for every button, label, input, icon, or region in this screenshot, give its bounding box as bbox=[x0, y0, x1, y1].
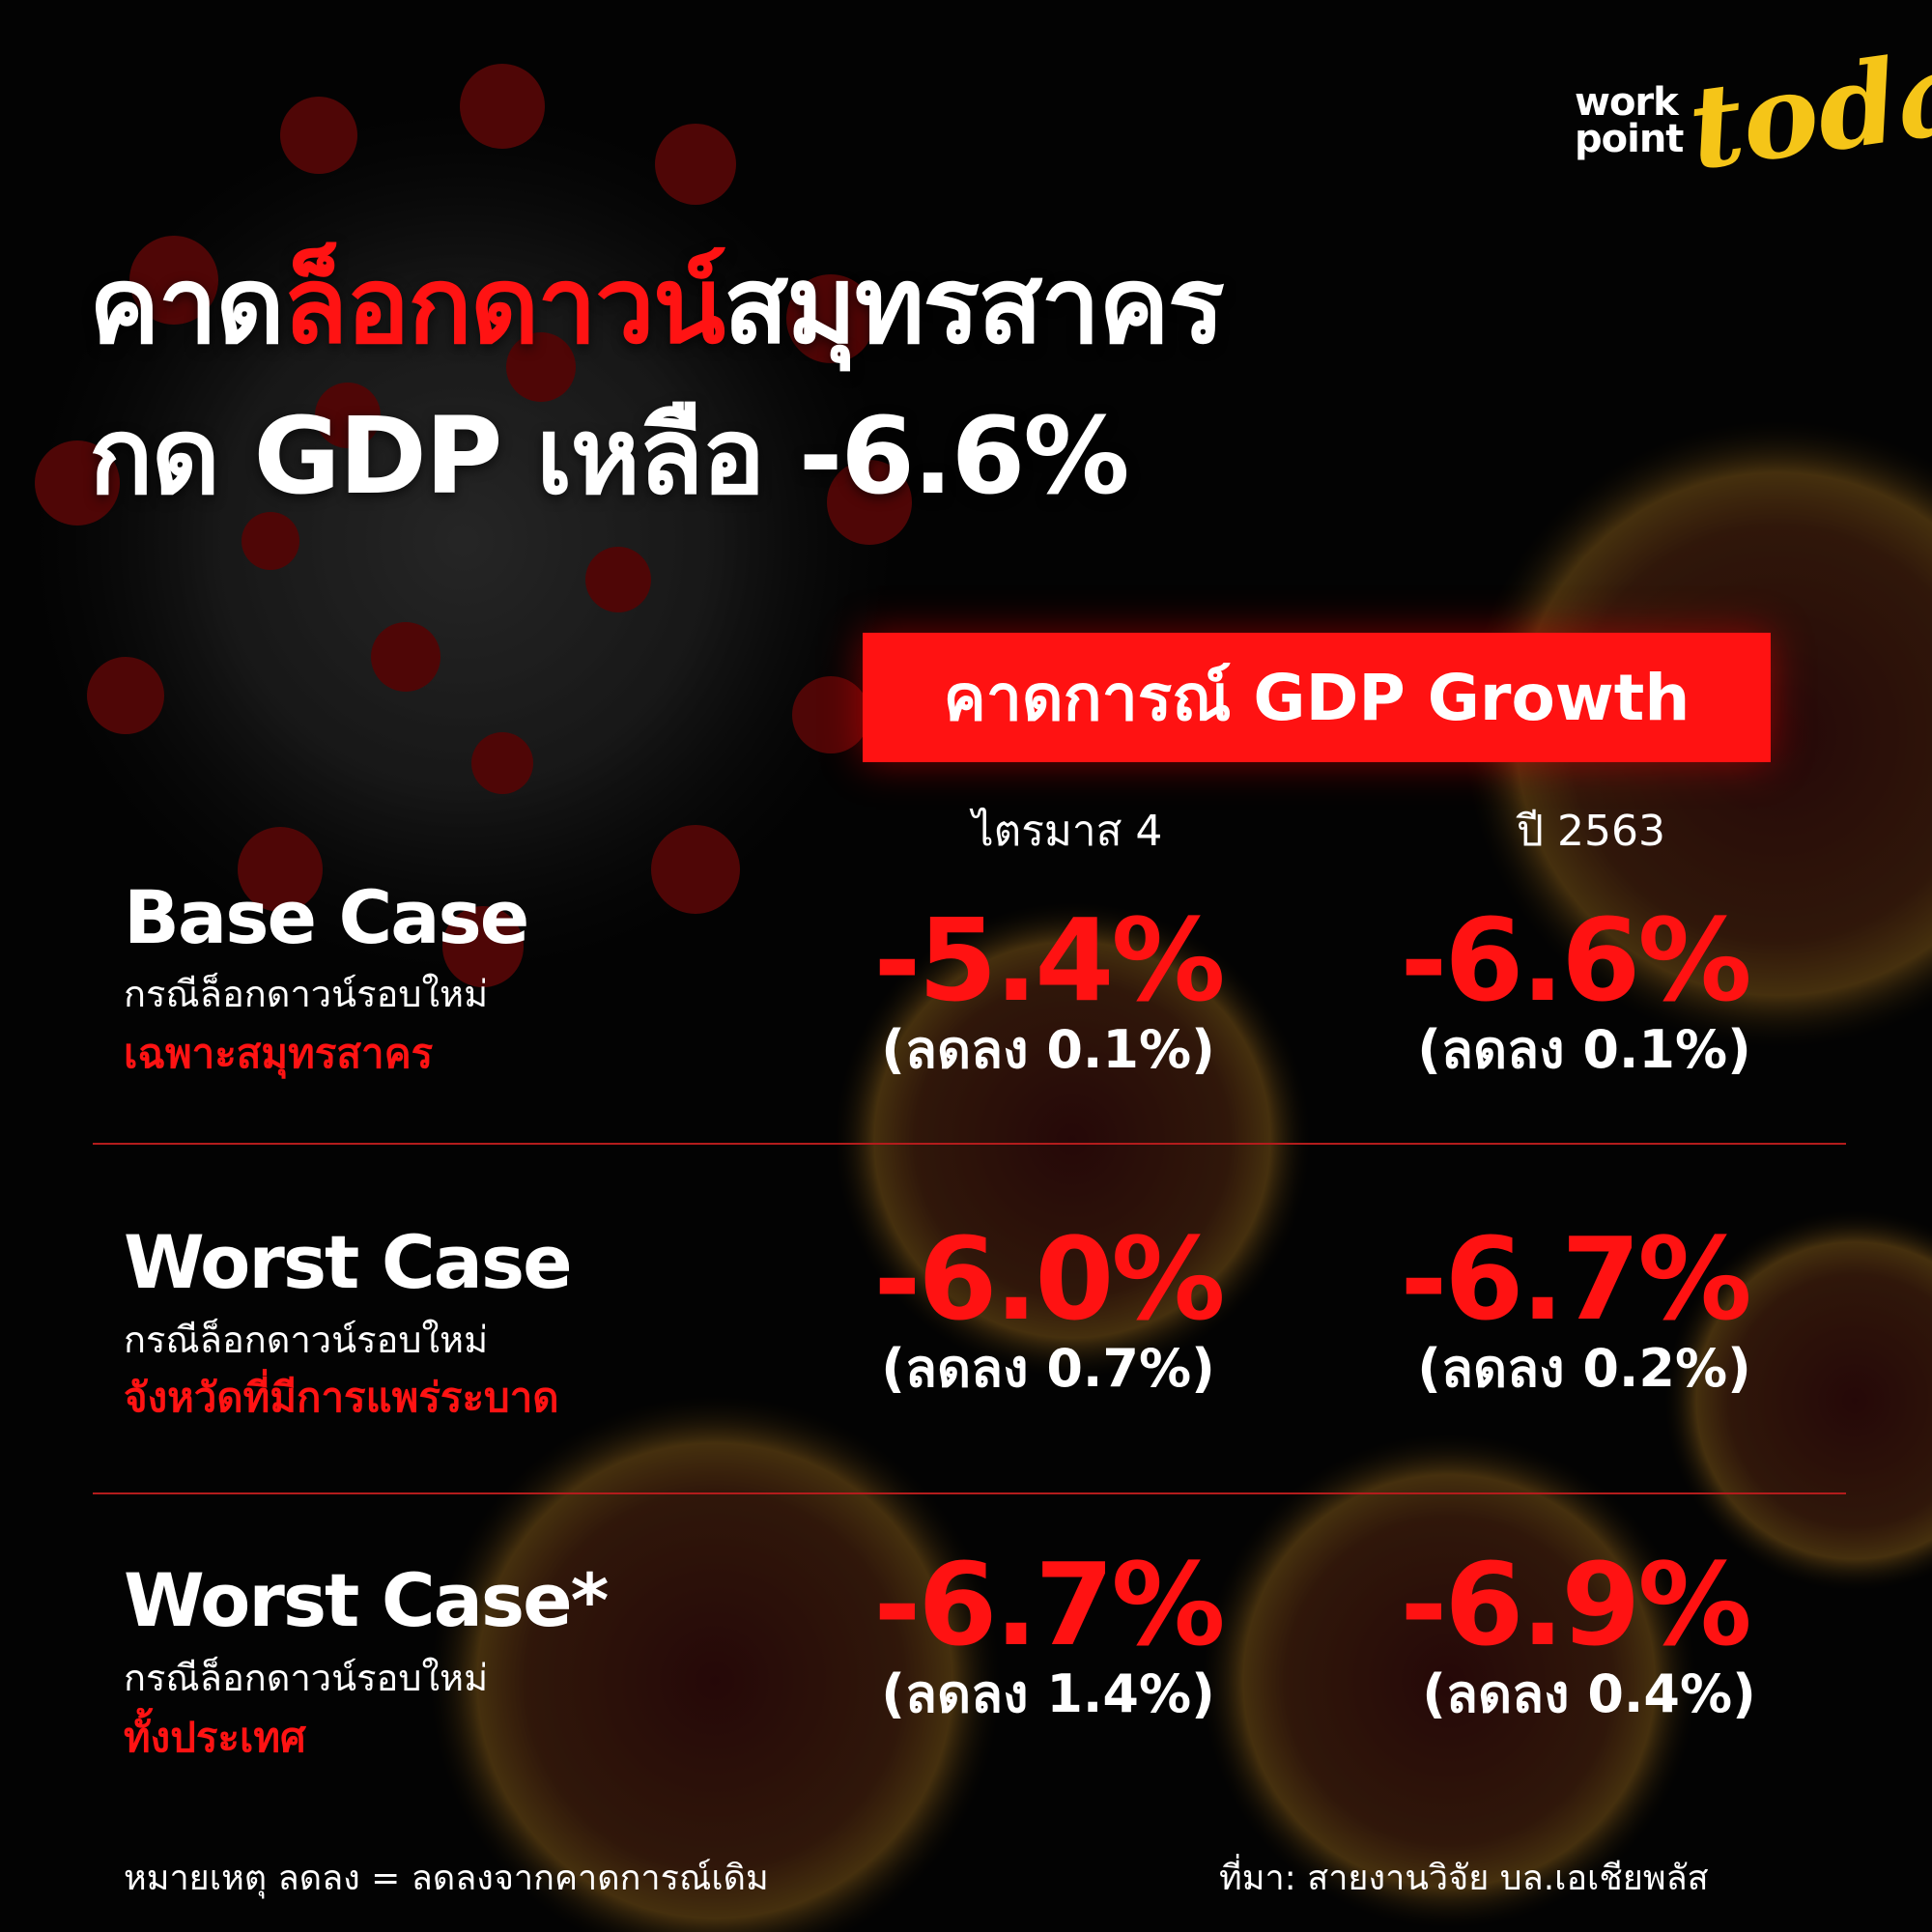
case-name-worst-nationwide: Worst Case* bbox=[124, 1557, 609, 1643]
gdp-forecast-label: คาดการณ์ GDP Growth bbox=[943, 660, 1690, 735]
case-subtitle-worst-nationwide: กรณีล็อกดาวน์รอบใหม่ bbox=[124, 1657, 489, 1699]
footer-source: ที่มา: สายงานวิจัย บล.เอเชียพลัส bbox=[1219, 1859, 1709, 1898]
row-divider-1 bbox=[93, 1143, 1846, 1145]
headline-part-3: สมุทรสาคร bbox=[724, 243, 1225, 367]
case-subtitle-base: กรณีล็อกดาวน์รอบใหม่ bbox=[124, 973, 489, 1015]
column-header-q4: ไตรมาส 4 bbox=[972, 807, 1163, 856]
year-change-worst-nationwide: (ลดลง 0.4%) bbox=[1422, 1663, 1756, 1724]
logo-work-text: work bbox=[1575, 80, 1679, 125]
q4-change-worst: (ลดลง 0.7%) bbox=[881, 1338, 1215, 1399]
headline: คาดล็อกดาวน์สมุทรสาคร กด GDP เหลือ -6.6% bbox=[89, 230, 1886, 531]
headline-line-1: คาดล็อกดาวน์สมุทรสาคร bbox=[89, 230, 1886, 381]
year-change-worst: (ลดลง 0.2%) bbox=[1417, 1338, 1751, 1399]
gdp-forecast-label-box: คาดการณ์ GDP Growth bbox=[863, 633, 1771, 762]
q4-value-worst: -6.0% bbox=[873, 1212, 1225, 1346]
headline-highlight: ล็อกดาวน์ bbox=[282, 243, 725, 367]
q4-value-base: -5.4% bbox=[873, 894, 1225, 1027]
headline-line-2: กด GDP เหลือ -6.6% bbox=[89, 394, 1129, 519]
case-subtitle-worst: กรณีล็อกดาวน์รอบใหม่ bbox=[124, 1319, 489, 1361]
q4-change-base: (ลดลง 0.1%) bbox=[881, 1019, 1215, 1080]
year-change-base: (ลดลง 0.1%) bbox=[1417, 1019, 1751, 1080]
year-value-worst-nationwide: -6.9% bbox=[1400, 1538, 1751, 1671]
row-divider-2 bbox=[93, 1492, 1846, 1494]
q4-value-worst-nationwide: -6.7% bbox=[873, 1538, 1225, 1671]
logo-today-script: today bbox=[1681, 14, 1932, 196]
logo-point-text: point bbox=[1575, 117, 1684, 161]
case-highlight-worst: จังหวัดที่มีการแพร่ระบาด bbox=[124, 1374, 559, 1421]
case-highlight-base: เฉพาะสมุทรสาคร bbox=[124, 1030, 434, 1077]
footer-note: หมายเหตุ ลดลง = ลดลงจากคาดการณ์เดิม bbox=[124, 1859, 769, 1898]
headline-part-1: คาด bbox=[89, 243, 285, 367]
year-value-worst: -6.7% bbox=[1400, 1212, 1751, 1346]
q4-change-worst-nationwide: (ลดลง 1.4%) bbox=[881, 1663, 1215, 1724]
year-value-base: -6.6% bbox=[1400, 894, 1751, 1027]
workpoint-today-logo: work point today bbox=[1575, 14, 1932, 213]
case-highlight-worst-nationwide: ทั้งประเทศ bbox=[124, 1714, 306, 1761]
column-header-year: ปี 2563 bbox=[1517, 807, 1665, 856]
case-name-worst: Worst Case bbox=[124, 1219, 573, 1305]
case-name-base: Base Case bbox=[124, 874, 529, 960]
